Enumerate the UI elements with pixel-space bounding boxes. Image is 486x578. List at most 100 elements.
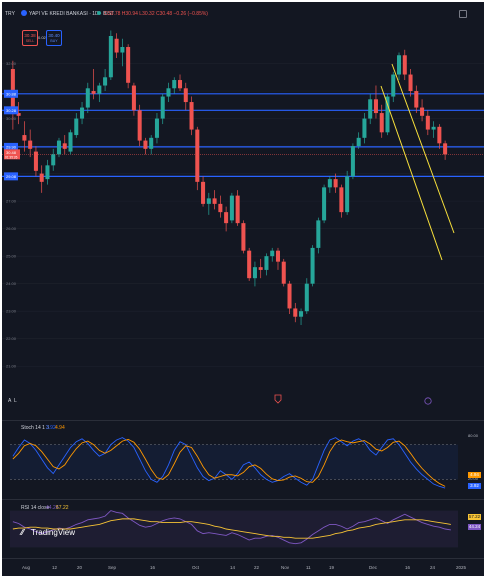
candle-body — [414, 91, 419, 108]
candle-body — [264, 256, 269, 270]
candle-body — [281, 261, 286, 284]
candle-body — [172, 80, 177, 89]
stoch-label: Stoch 14 1 3 — [21, 425, 50, 431]
candle-body — [33, 151, 38, 171]
spread-value: 0.02 — [38, 35, 46, 40]
candle-body — [114, 38, 119, 53]
candle-body — [322, 187, 327, 221]
price-tick-label: 21.00 — [6, 364, 17, 369]
candle-body — [356, 137, 361, 147]
rsi-plot — [10, 510, 458, 548]
candle-body — [299, 311, 304, 317]
candle-body — [368, 99, 373, 119]
candle-body — [85, 88, 90, 108]
candle-body — [333, 179, 338, 188]
sell-price: 30.38 — [24, 33, 36, 38]
level-price-label: 30.88 — [6, 91, 17, 96]
price-tick-label: 24.00 — [6, 281, 17, 286]
level-price-label: 29.90 — [6, 144, 17, 149]
candlestick-series — [10, 30, 448, 325]
rsi-pane[interactable]: RSI 14 close 44.24 57.22 57.22 44.24 ⁄⁄ … — [2, 499, 484, 558]
price-tick-label: 23.00 — [6, 309, 17, 314]
candle-body — [287, 283, 292, 309]
sell-button[interactable]: 30.38 SELL — [22, 30, 38, 46]
candle-body — [316, 220, 321, 248]
time-tick-label: 16 — [150, 565, 156, 570]
rsi-value: 44.24 — [46, 505, 59, 511]
trend-channel[interactable] — [380, 63, 455, 261]
bar-countdown-label: 01:35:26 — [5, 155, 18, 159]
candle-body — [189, 102, 194, 130]
auto-scale-toggle[interactable]: A — [8, 398, 12, 404]
time-tick-label: 11 — [306, 565, 311, 570]
candle-body — [51, 154, 56, 166]
price-chart[interactable]: 32.0031.0030.0029.0028.0027.0026.0025.00… — [2, 28, 484, 420]
time-tick-label: 20 — [77, 565, 83, 570]
earnings-marker-icon — [424, 397, 432, 405]
stoch-pane[interactable]: Stoch 14 1 3 3.92 4.94 80.00 20.00 4.94 … — [2, 420, 484, 499]
candle-body — [247, 250, 252, 279]
candle-body — [160, 96, 165, 119]
market-status-icon — [97, 11, 101, 15]
candle-body — [258, 267, 263, 270]
level-price-badge — [4, 172, 18, 181]
event-markers — [274, 394, 432, 405]
candle-body — [195, 129, 200, 182]
buy-button[interactable]: 30.40 BUY — [46, 30, 62, 46]
candle-body — [166, 88, 171, 97]
candle-body — [327, 179, 332, 188]
candle-body — [62, 143, 67, 149]
candle-body — [443, 143, 448, 155]
time-tick-label: 24 — [430, 565, 436, 570]
time-axis[interactable]: Aug 12 20 Sep 16 Oct 14 22 Nov 11 19 Dec 16 24 2025 — [2, 558, 484, 576]
channel-line-lower[interactable] — [380, 85, 443, 261]
candle-body — [304, 283, 309, 312]
candle-body — [396, 55, 402, 75]
candle-body — [345, 176, 350, 213]
candle-body — [339, 187, 344, 213]
candle-body — [56, 140, 62, 155]
log-scale-toggle[interactable]: L — [14, 398, 17, 404]
candle-body — [22, 135, 27, 141]
price-axis: 32.0031.0030.0029.0028.0027.0026.0025.00… — [4, 61, 20, 369]
horizontal-levels[interactable] — [2, 93, 484, 177]
level-price-label: 30.28 — [6, 108, 17, 113]
candle-body — [108, 36, 113, 78]
stoch-d-badge: 4.94 — [468, 472, 481, 478]
candle-body — [126, 47, 131, 83]
channel-line-upper[interactable] — [391, 63, 455, 234]
rsi-ma-badge: 57.22 — [468, 514, 481, 520]
candle-body — [39, 173, 44, 182]
stoch-d-line — [12, 438, 446, 487]
dividend-marker-icon — [274, 394, 282, 404]
time-tick-label: Dec — [369, 565, 378, 570]
price-tick-label: 25.00 — [6, 254, 17, 259]
time-tick-label: Sep — [108, 565, 117, 570]
rsi-ma-line — [12, 518, 451, 539]
candle-body — [235, 195, 240, 224]
stoch-axis-20: 20.00 — [468, 476, 479, 481]
tradingview-logo-text: TradingView — [31, 528, 76, 537]
level-price-badge — [4, 89, 18, 98]
candle-body — [229, 195, 234, 221]
level-price-label: 29.08 — [6, 174, 17, 179]
candle-body — [408, 74, 413, 92]
candle-body — [97, 85, 102, 94]
time-tick-label: 2025 — [456, 565, 467, 570]
candle-body — [91, 91, 96, 94]
stoch-axis-80: 80.00 — [468, 433, 479, 438]
candle-body — [293, 308, 298, 317]
time-tick-label: 19 — [329, 565, 335, 570]
candle-body — [16, 113, 21, 116]
time-tick-label: 16 — [405, 565, 411, 570]
candle-body — [437, 126, 442, 144]
candle-body — [391, 74, 396, 97]
candle-body — [201, 181, 206, 204]
time-tick-label: Oct — [192, 565, 200, 570]
symbol-search-button[interactable]: TRY — [5, 11, 15, 17]
settings-icon[interactable] — [459, 10, 467, 18]
price-tick-label: 30.00 — [6, 116, 17, 121]
candle-body — [402, 55, 407, 75]
chart-header: TRY YAPI VE KREDI BANKASI · 1D · BIST O3… — [2, 2, 484, 46]
